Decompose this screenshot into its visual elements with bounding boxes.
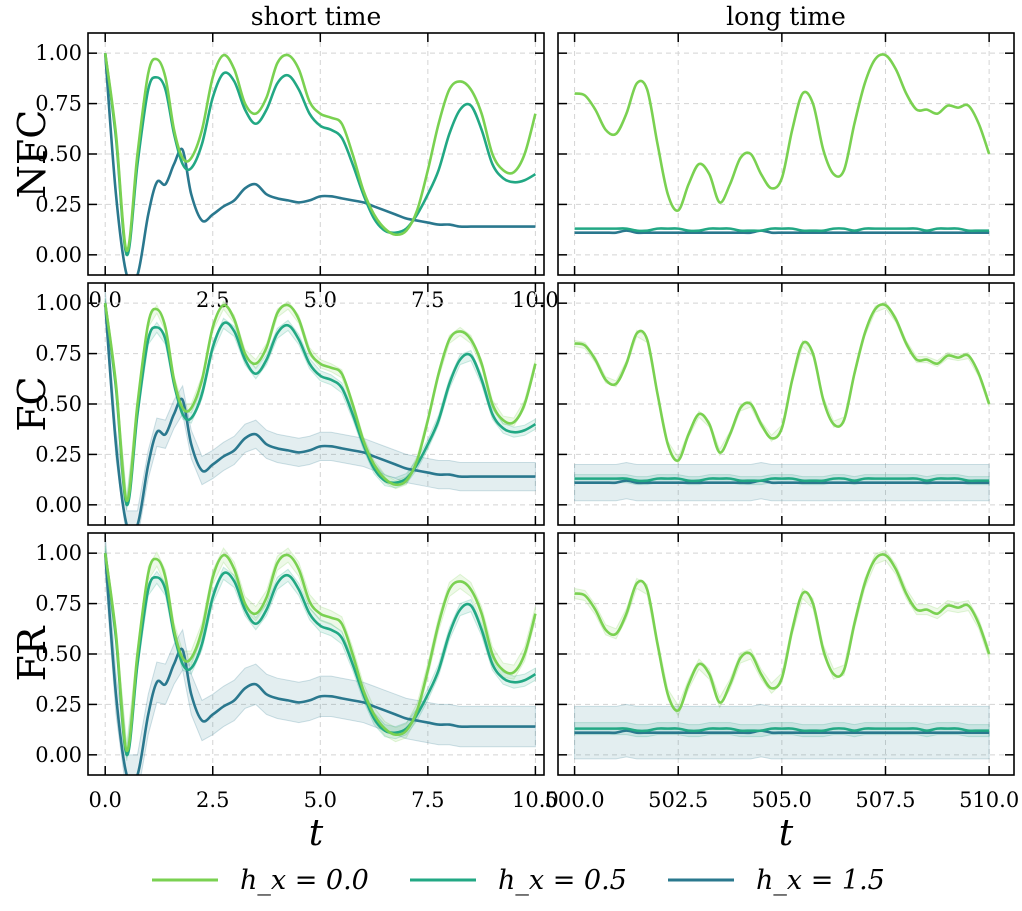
series-line-h-x-0-0 bbox=[574, 303, 991, 462]
x-tick-label: 507.5 bbox=[855, 788, 915, 812]
y-tick-label: 0.75 bbox=[35, 592, 82, 616]
y-tick-label: 0.00 bbox=[35, 493, 82, 517]
legend-label: h_x = 0.5 bbox=[498, 865, 627, 896]
plot-area bbox=[103, 52, 537, 275]
x-tick-label: 505.0 bbox=[752, 788, 812, 812]
plot-area bbox=[103, 533, 537, 775]
band-h-x-0-0 bbox=[104, 546, 536, 758]
y-tick-label: 0.25 bbox=[35, 442, 82, 466]
panel: 0.00 0.25 0.50 0.75 1.00 FC bbox=[10, 282, 545, 526]
x-tick-label: 5.0 bbox=[304, 788, 337, 812]
x-axis-label: t bbox=[309, 813, 324, 854]
plot-area bbox=[574, 549, 991, 760]
x-tick-label: 10.0 bbox=[512, 788, 559, 812]
y-tick-label: 1.00 bbox=[35, 541, 82, 565]
y-tick-label: 1.00 bbox=[35, 41, 82, 65]
legend-item: h_x = 0.0 bbox=[152, 865, 369, 896]
panel bbox=[557, 282, 1015, 526]
y-tick-label: 0.50 bbox=[35, 642, 82, 666]
x-tick-label: 502.5 bbox=[648, 788, 708, 812]
panel: 0.000.250.500.751.000.0 2.5 5.0 7.5 10.0shor… bbox=[10, 2, 559, 312]
y-tick-label: 0.00 bbox=[35, 743, 82, 767]
series-line-h-x-0-5 bbox=[574, 227, 990, 233]
series-line-h-x-0-5 bbox=[574, 727, 990, 733]
band-h-x-0-0 bbox=[574, 549, 990, 717]
x-tick-label: 0.0 bbox=[89, 788, 122, 812]
series-line-h-x-0-5 bbox=[103, 303, 537, 507]
series-line-h-x-0-0 bbox=[574, 53, 991, 212]
series-line-h-x-0-5 bbox=[574, 477, 990, 483]
series-line-h-x-1-5 bbox=[103, 53, 536, 275]
legend-item: h_x = 1.5 bbox=[668, 865, 885, 896]
y-tick-label: 0.50 bbox=[35, 392, 82, 416]
x-tick-label: 2.5 bbox=[196, 788, 229, 812]
panel: long time bbox=[557, 2, 1015, 276]
legend: h_x = 0.0 h_x = 0.5 h_x = 1.5 bbox=[152, 865, 885, 896]
y-tick-label: 0.50 bbox=[35, 142, 82, 166]
series-line-h-x-1-5 bbox=[574, 479, 990, 485]
series-line-h-x-0-5 bbox=[103, 553, 537, 757]
row-label: NFC bbox=[10, 110, 54, 199]
column-title: short time bbox=[251, 2, 381, 31]
series-line-h-x-1-5 bbox=[574, 229, 990, 235]
legend-label: h_x = 1.5 bbox=[756, 865, 885, 896]
y-tick-label: 0.25 bbox=[35, 192, 82, 216]
panel: 0.00 0.25 0.50 0.75 1.00 0.0 2.5 5.0 7.5 10.0 FR t bbox=[10, 532, 559, 854]
x-tick-label: 7.5 bbox=[411, 788, 444, 812]
plot-area bbox=[103, 289, 537, 525]
series-line-h-x-0-5 bbox=[103, 53, 537, 257]
panel: 500.0 502.5 505.0 507.5 510.0 t bbox=[545, 532, 1019, 854]
legend-label: h_x = 0.0 bbox=[240, 865, 369, 896]
y-tick-label: 1.00 bbox=[35, 291, 82, 315]
legend-item: h_x = 0.5 bbox=[410, 865, 627, 896]
plot-area bbox=[574, 301, 991, 502]
row-label: FC bbox=[10, 376, 54, 431]
series-line-h-x-1-5 bbox=[103, 553, 536, 775]
y-tick-label: 0.25 bbox=[35, 692, 82, 716]
series-line-h-x-1-5 bbox=[574, 729, 990, 735]
y-tick-label: 0.75 bbox=[35, 342, 82, 366]
series-line-h-x-0-0 bbox=[103, 552, 537, 753]
y-tick-label: 0.75 bbox=[35, 92, 82, 116]
plot-area bbox=[574, 53, 991, 235]
series-line-h-x-0-0 bbox=[103, 52, 537, 253]
x-tick-label: 500.0 bbox=[545, 788, 605, 812]
y-tick-label: 0.00 bbox=[35, 243, 82, 267]
series-line-h-x-0-0 bbox=[574, 553, 991, 712]
band-h-x-0-0 bbox=[574, 301, 990, 465]
row-label: FR bbox=[10, 625, 54, 681]
x-tick-label: 510.0 bbox=[959, 788, 1019, 812]
column-title: long time bbox=[726, 2, 846, 31]
x-axis-label: t bbox=[779, 813, 794, 854]
series-line-h-x-0-0 bbox=[103, 302, 537, 503]
series-line-h-x-1-5 bbox=[103, 303, 536, 525]
